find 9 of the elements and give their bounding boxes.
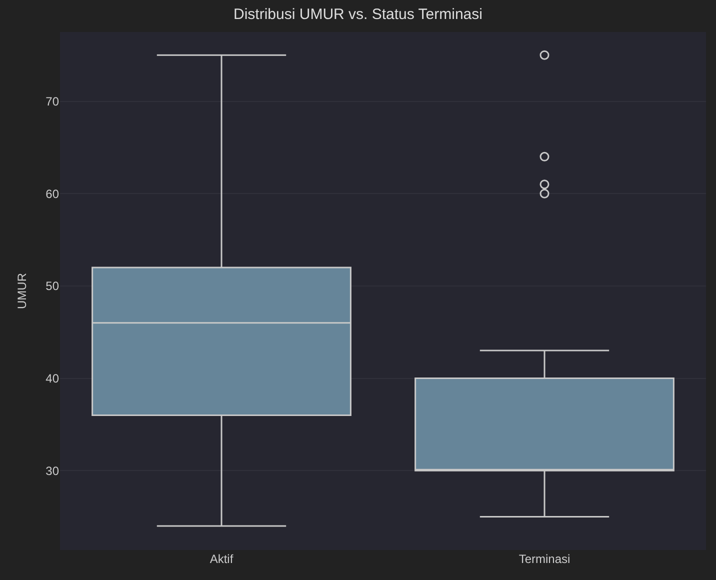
x-tick-label: Terminasi [518, 552, 570, 566]
x-tick-label: Aktif [210, 552, 234, 566]
y-tick-label: 30 [46, 464, 60, 478]
y-axis-title: UMUR [15, 272, 29, 309]
y-tick-label: 70 [46, 94, 60, 108]
y-tick-label: 50 [46, 279, 60, 294]
y-tick-label: 40 [46, 371, 60, 386]
chart-title: Distribusi UMUR vs. Status Terminasi [234, 6, 482, 24]
y-tick-label: 60 [46, 186, 60, 201]
